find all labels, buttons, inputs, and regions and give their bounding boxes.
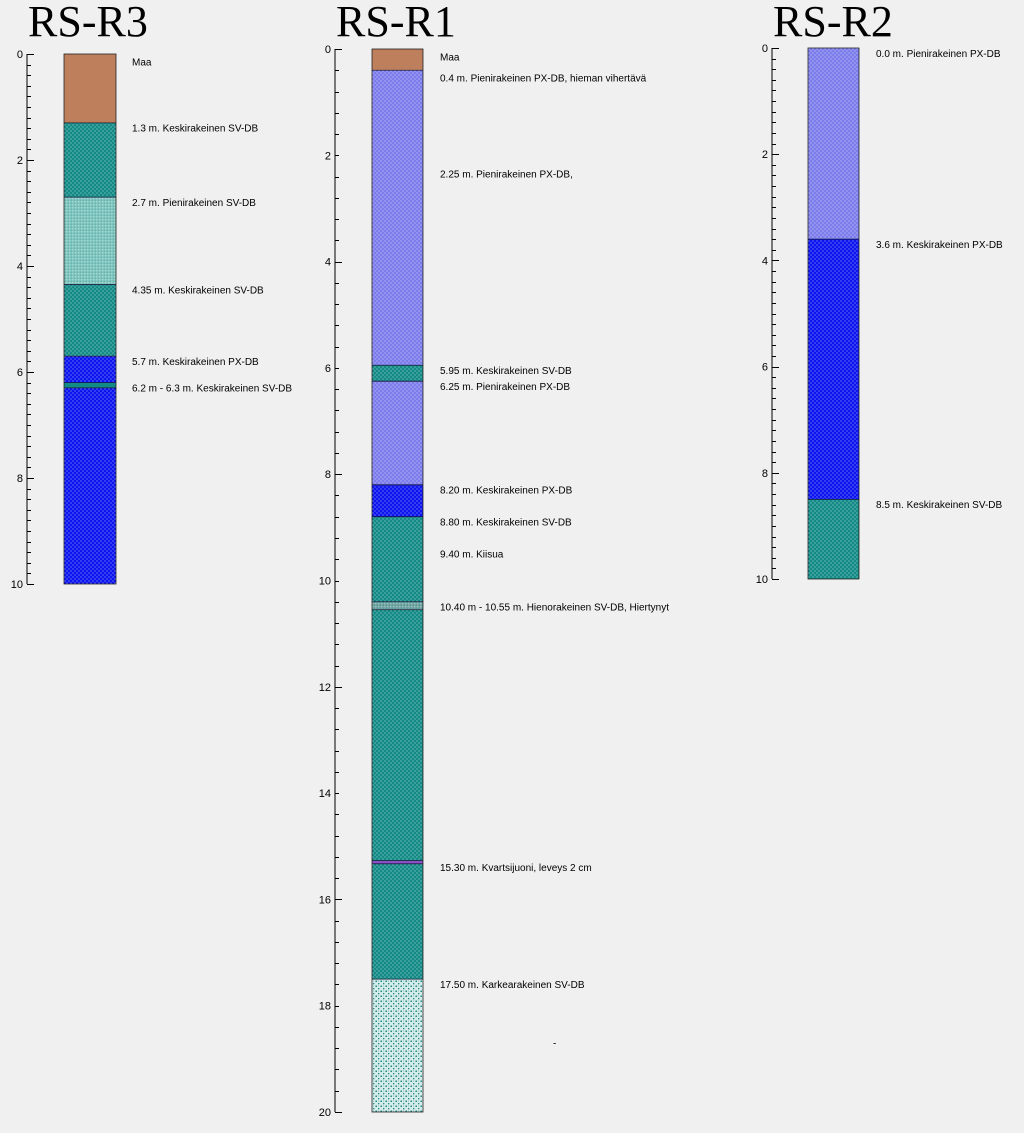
layer-annotation: 2.25 m. Pienirakeinen PX-DB,	[440, 169, 573, 180]
layer-annotation: 0.4 m. Pienirakeinen PX-DB, hieman viher…	[440, 74, 647, 85]
depth-tick-label: 6	[325, 363, 331, 375]
layer-texture	[372, 979, 423, 1112]
layer-texture	[64, 356, 116, 383]
layer-fill	[372, 49, 423, 71]
layer-annotation: 0.0 m. Pienirakeinen PX-DB	[876, 49, 1001, 60]
layer-annotation: 8.80 m. Keskirakeinen SV-DB	[440, 518, 572, 529]
depth-tick-label: 16	[319, 894, 331, 906]
depth-tick-label: 0	[17, 49, 23, 61]
layer-annotation: 2.7 m. Pienirakeinen SV-DB	[132, 198, 256, 209]
layer-annotation: 8.5 m. Keskirakeinen SV-DB	[876, 500, 1002, 511]
layer-texture	[64, 284, 116, 357]
depth-tick-label: 12	[319, 682, 331, 694]
depth-tick-label: 10	[319, 576, 331, 588]
layer-texture	[372, 70, 423, 366]
layer-annotation: 1.3 m. Keskirakeinen SV-DB	[132, 124, 258, 135]
layer-texture	[372, 484, 423, 517]
layer-texture	[808, 48, 859, 240]
depth-tick-label: 6	[762, 362, 768, 374]
layer-fill	[64, 54, 116, 123]
depth-tick-label: 6	[17, 367, 23, 379]
layer-annotation: -	[553, 1038, 556, 1049]
depth-tick-label: 0	[325, 44, 331, 56]
depth-tick-label: 10	[756, 574, 768, 586]
depth-tick-label: 4	[17, 261, 23, 273]
depth-tick-label: 8	[325, 469, 331, 481]
borehole-log-rs-r1: RS-R1 0 2 4 6 8 10 12 14 16 18 20 Maa 0.4 m. Pienira…	[319, 0, 669, 1119]
layer-annotation: Maa	[132, 57, 152, 68]
layer-annotation: 10.40 m - 10.55 m. Hienorakeinen SV-DB, …	[440, 603, 669, 614]
layer-annotation: 6.2 m - 6.3 m. Keskirakeinen SV-DB	[132, 383, 292, 394]
layer-texture	[64, 197, 116, 285]
column-outline	[63, 53, 117, 585]
layer-annotation: 5.95 m. Keskirakeinen SV-DB	[440, 366, 572, 377]
layer-texture	[808, 499, 859, 579]
depth-tick-label: 2	[325, 150, 331, 162]
layer-texture	[372, 516, 423, 602]
layer-texture	[372, 863, 423, 980]
depth-tick-label: 8	[762, 468, 768, 480]
borehole-log-rs-r2: RS-R2 0 2 4 6 8 10 0.0 m. Pienirakeinen PX-DB 3…	[756, 0, 1003, 586]
layer-annotation: 9.40 m. Kiisua	[440, 549, 504, 560]
layer-texture	[372, 365, 423, 382]
depth-tick-label: 10	[11, 579, 23, 591]
depth-tick-label: 4	[325, 257, 331, 269]
depth-tick-label: 0	[762, 43, 768, 55]
layer-fill	[372, 860, 423, 864]
layer-annotation: 6.25 m. Pienirakeinen PX-DB	[440, 382, 570, 393]
layer-annotation: 17.50 m. Karkearakeinen SV-DB	[440, 980, 585, 991]
depth-tick-label: 8	[17, 473, 23, 485]
log-title: RS-R3	[28, 0, 148, 46]
layer-texture	[372, 381, 423, 485]
depth-tick-label: 18	[319, 1001, 331, 1013]
layer-annotation: 15.30 m. Kvartsijuoni, leveys 2 cm	[440, 863, 592, 874]
layer-annotation: 4.35 m. Keskirakeinen SV-DB	[132, 285, 264, 296]
log-title: RS-R2	[773, 0, 893, 46]
layer-annotation: 8.20 m. Keskirakeinen PX-DB	[440, 486, 573, 497]
depth-tick-label: 2	[762, 149, 768, 161]
borehole-log-rs-r3: RS-R3 0 2 4 6 8 10 Maa 1.3 m. Keskirakeinen SV-…	[11, 0, 293, 591]
column-outline	[807, 47, 860, 580]
layer-annotation: 3.6 m. Keskirakeinen PX-DB	[876, 240, 1003, 251]
layer-fill	[64, 382, 116, 388]
depth-tick-label: 2	[17, 155, 23, 167]
layer-annotation: 5.7 m. Keskirakeinen PX-DB	[132, 357, 259, 368]
layer-texture	[64, 387, 116, 584]
log-title: RS-R1	[336, 0, 456, 46]
depth-tick-label: 14	[319, 788, 331, 800]
depth-tick-label: 20	[319, 1107, 331, 1119]
layer-texture	[372, 601, 423, 610]
layer-texture	[64, 122, 116, 198]
depth-tick-label: 4	[762, 255, 768, 267]
column-outline	[371, 48, 424, 1113]
layer-texture	[372, 609, 423, 861]
layer-texture	[808, 239, 859, 500]
layer-annotation: Maa	[440, 52, 460, 63]
